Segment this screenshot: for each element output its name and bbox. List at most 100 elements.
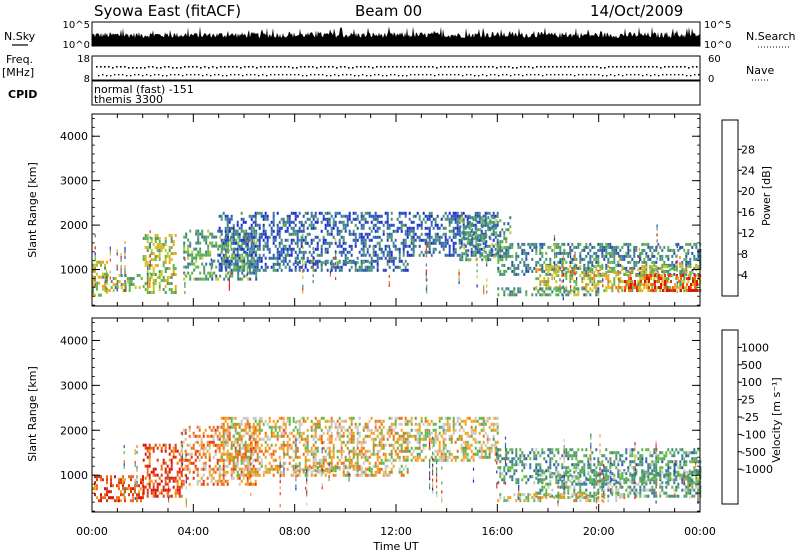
heatmap-cell: [562, 267, 564, 271]
heatmap-cell: [248, 235, 251, 239]
heatmap-cell: [124, 271, 126, 274]
heatmap-cell: [198, 425, 201, 429]
heatmap-cell: [160, 273, 163, 276]
heatmap-cell: [346, 470, 349, 474]
heatmap-cell: [422, 211, 425, 215]
heatmap-cell: [184, 258, 186, 261]
heatmap-cell: [312, 455, 315, 459]
heatmap-cell: [194, 434, 197, 438]
heatmap-cell: [573, 290, 576, 294]
heatmap-cell: [368, 449, 371, 453]
heatmap-cell: [256, 446, 259, 450]
heatmap-cell: [94, 278, 96, 282]
heatmap-cell: [448, 244, 451, 248]
heatmap-cell: [563, 268, 566, 272]
freq-dot: [532, 67, 534, 69]
freq-dot: [208, 67, 210, 69]
heatmap-cell: [195, 247, 198, 251]
heatmap-cell: [302, 284, 304, 288]
freq-dot: [636, 66, 638, 68]
heatmap-cell: [306, 452, 309, 456]
heatmap-cell: [122, 487, 124, 491]
heatmap-cell: [503, 255, 506, 259]
heatmap-cell: [378, 431, 381, 435]
heatmap-cell: [152, 491, 155, 495]
heatmap-cell: [312, 422, 315, 426]
heatmap-cell: [689, 274, 692, 278]
heatmap-cell: [284, 223, 287, 227]
heatmap-cell: [254, 259, 257, 263]
heatmap-cell: [342, 220, 345, 224]
heatmap-cell: [573, 265, 576, 269]
freq-dot: [152, 66, 154, 68]
heatmap-cell: [328, 455, 331, 459]
heatmap-cell: [176, 470, 179, 474]
heatmap-cell: [268, 461, 271, 465]
nave-tick-low: 0: [708, 74, 714, 85]
heatmap-cell: [513, 263, 516, 267]
heatmap-cell: [334, 265, 337, 269]
heatmap-cell: [250, 452, 253, 456]
freq-dot: [576, 66, 578, 68]
heatmap-cell: [170, 458, 173, 462]
heatmap-cell: [326, 241, 329, 245]
heatmap-cell: [384, 211, 387, 215]
heatmap-cell: [302, 431, 305, 435]
heatmap-cell: [567, 254, 570, 258]
heatmap-cell: [166, 491, 169, 495]
heatmap-cell: [226, 232, 229, 236]
heatmap-cell: [593, 283, 596, 287]
heatmap-cell: [260, 211, 263, 215]
heatmap-cell: [674, 289, 676, 292]
heatmap-cell: [334, 425, 337, 429]
heatmap-cell: [160, 249, 163, 252]
heatmap-cell: [316, 419, 319, 423]
heatmap-cell: [316, 425, 319, 429]
heatmap-cell: [292, 464, 295, 468]
heatmap-cell: [230, 226, 233, 230]
heatmap-cell: [669, 286, 672, 290]
heatmap-cell: [629, 280, 632, 284]
heatmap-cell: [462, 217, 465, 221]
heatmap-cell: [130, 490, 132, 494]
heatmap-cell: [226, 247, 229, 251]
heatmap-cell: [310, 211, 313, 215]
heatmap-cell: [147, 284, 149, 288]
heatmap-cell: [242, 220, 245, 224]
heatmap-cell: [158, 270, 161, 273]
freq-dot: [492, 66, 494, 68]
heatmap-cell: [262, 217, 265, 221]
heatmap-cell: [310, 261, 313, 265]
heatmap-cell: [298, 428, 301, 432]
heatmap-cell: [212, 470, 215, 474]
heatmap-cell: [475, 219, 478, 223]
heatmap-cell: [364, 259, 367, 263]
heatmap-cell: [562, 261, 564, 265]
freq-dot: [320, 66, 322, 68]
heatmap-cell: [203, 253, 206, 257]
heatmap-cell: [183, 241, 186, 245]
heatmap-cell: [555, 245, 558, 249]
heatmap-cell: [388, 257, 390, 260]
heatmap-cell: [400, 241, 403, 245]
heatmap-cell: [461, 252, 464, 256]
nave-dot: [538, 74, 540, 76]
heatmap-cell: [225, 250, 228, 254]
heatmap-cell: [471, 237, 474, 241]
heatmap-cell: [198, 443, 201, 447]
heatmap-cell: [172, 273, 175, 276]
heatmap-cell: [320, 458, 323, 462]
heatmap-cell: [128, 475, 130, 479]
heatmap-cell: [280, 443, 283, 447]
heatmap-cell: [104, 493, 106, 497]
nave-dot: [402, 75, 404, 77]
freq-dot: [304, 66, 306, 68]
heatmap-cell: [244, 250, 247, 254]
heatmap-cell: [292, 434, 295, 438]
heatmap-cell: [362, 437, 365, 441]
heatmap-cell: [581, 257, 584, 261]
heatmap-cell: [160, 488, 163, 492]
heatmap-cell: [521, 257, 524, 261]
heatmap-cell: [262, 437, 265, 441]
